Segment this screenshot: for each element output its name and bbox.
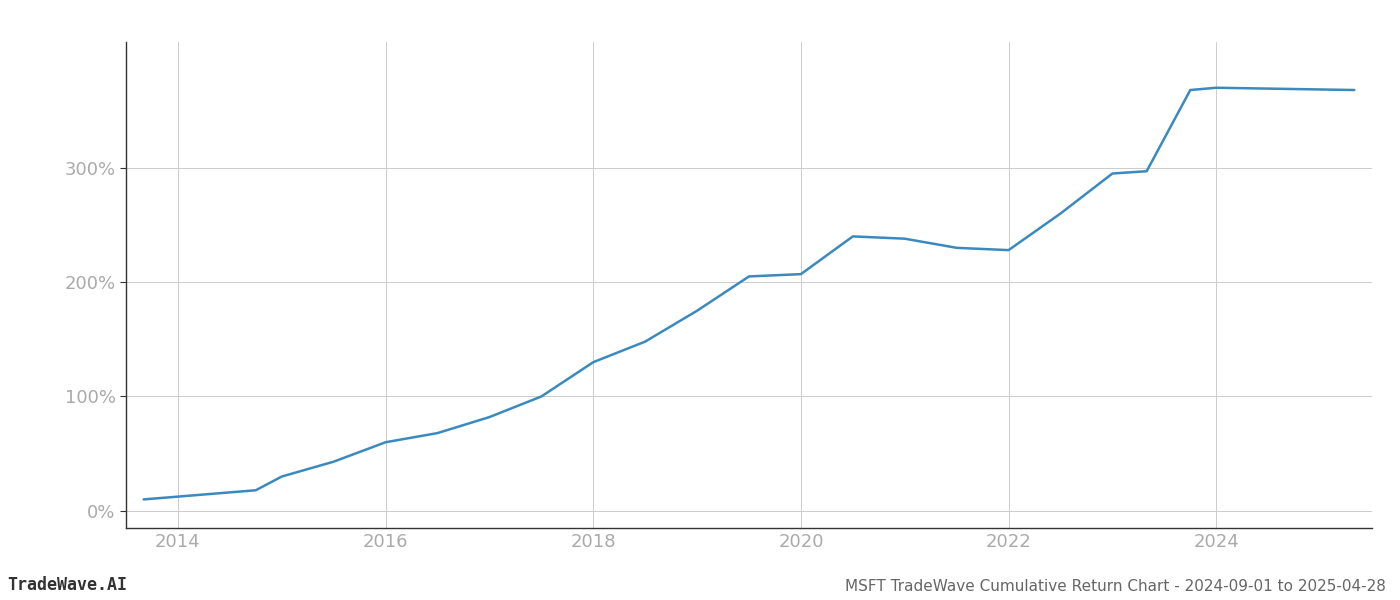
Text: MSFT TradeWave Cumulative Return Chart - 2024-09-01 to 2025-04-28: MSFT TradeWave Cumulative Return Chart -… [846, 579, 1386, 594]
Text: TradeWave.AI: TradeWave.AI [7, 576, 127, 594]
